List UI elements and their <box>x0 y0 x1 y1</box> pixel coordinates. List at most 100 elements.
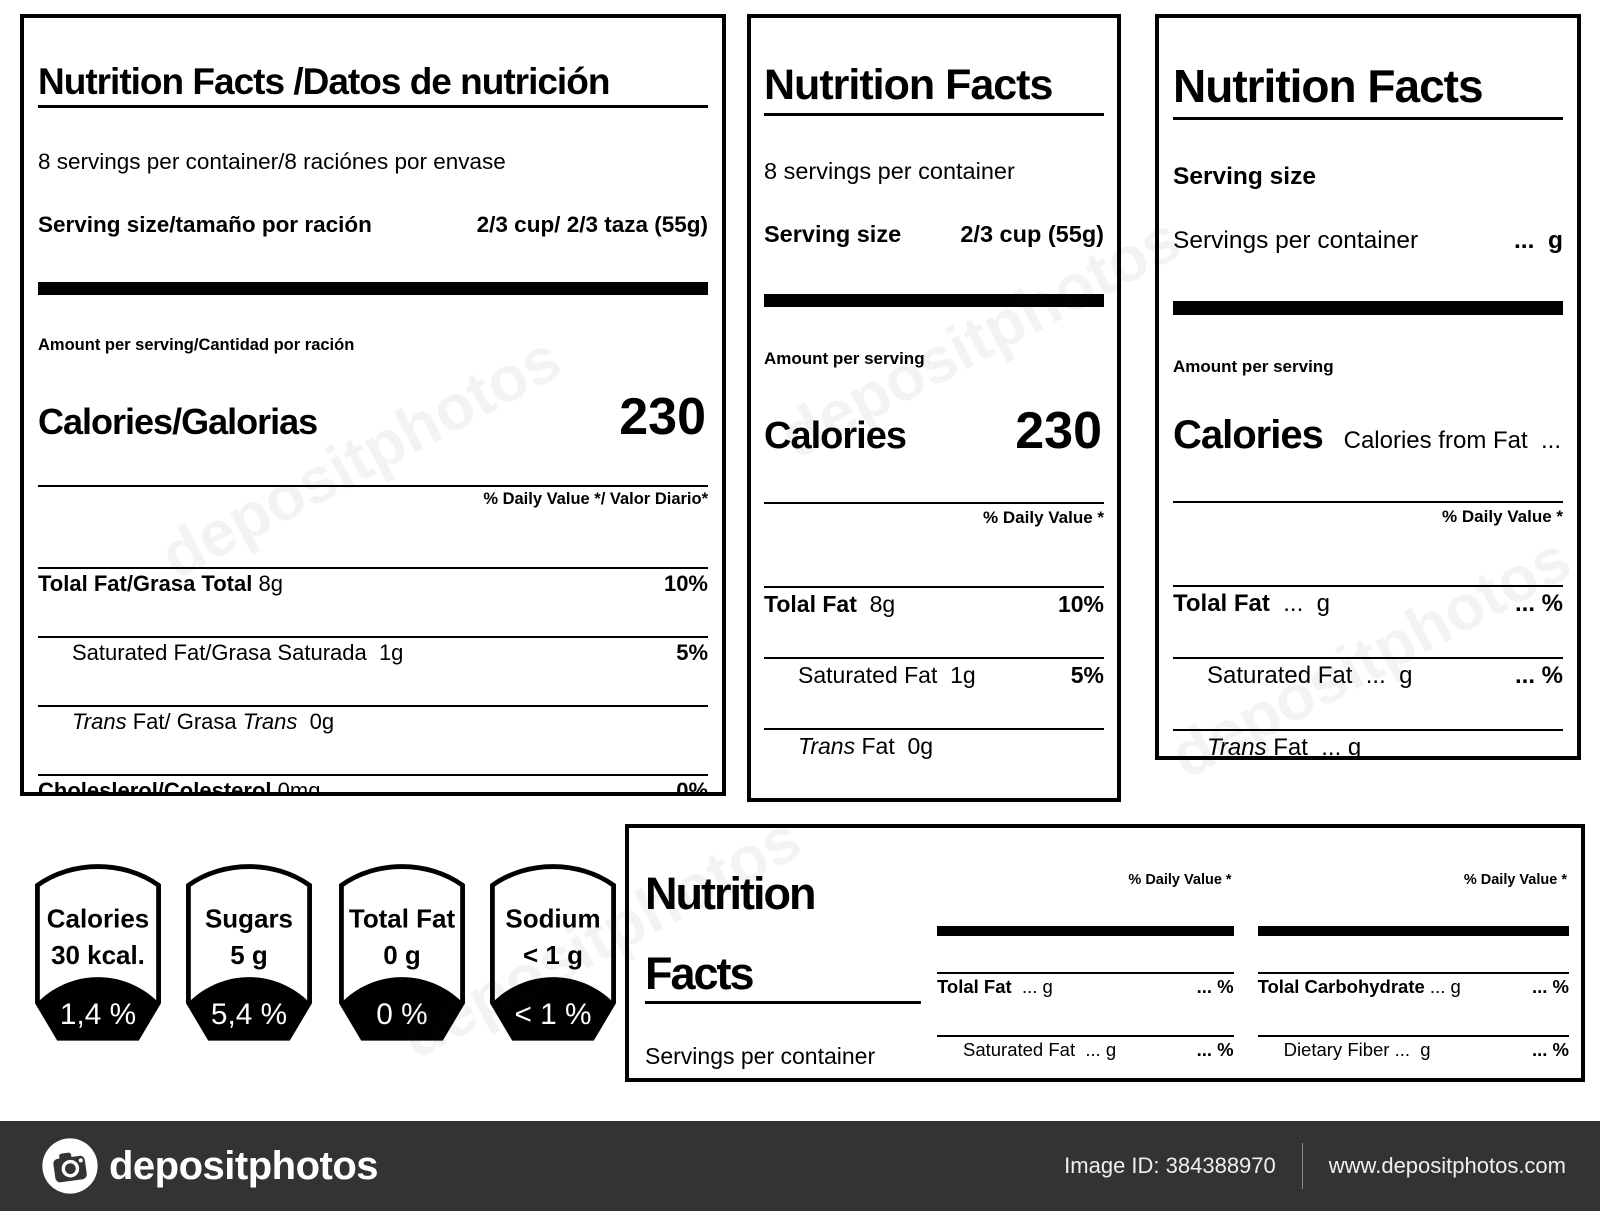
label-title: Nutrition Facts <box>764 62 1104 117</box>
nutrient-row: Saturated Fat ... g ... % <box>937 1035 1234 1062</box>
nutrient-name: Choleslerol/Colesterol 0mg <box>38 778 321 796</box>
serving-size-row: Serving size/tamaño por ración 2/3 cup/ … <box>38 212 708 240</box>
daily-value-header: % Daily Value * <box>764 502 1104 532</box>
nutrient-name: Trans Fat/ Grasa Trans 0g <box>72 709 335 735</box>
calories-from-fat: Calories from Fat ... <box>1343 426 1561 454</box>
badge-value: 0 g <box>383 940 421 970</box>
total-fat-badge: Total Fat 0 g 0 % <box>339 864 465 1041</box>
wide-label-right-section: % Daily Value * Tolal Fat ... g ... % Sat… <box>937 834 1569 1072</box>
nutrient-name: Tolal Fat ... g <box>937 975 1053 997</box>
serving-size-value: 2/3 cup/ 2/3 taza (55g) <box>476 211 708 237</box>
calories-label: Calories/Galorias <box>38 400 318 442</box>
brand-wordmark: depositphotos <box>109 1143 379 1188</box>
nutrient-percent: ... % <box>1196 1038 1234 1060</box>
divider-bar <box>937 926 1234 936</box>
template-nutrition-label: Nutrition Facts Serving size Servings pe… <box>1155 14 1581 760</box>
daily-value-header: % Daily Value * <box>1463 872 1567 888</box>
nutrient-percent: 10% <box>1057 591 1104 618</box>
amount-per-serving: Amount per serving <box>1173 356 1334 376</box>
divider-bar <box>1173 300 1563 315</box>
nutrient-percent: 10% <box>663 571 708 597</box>
divider-bar <box>764 294 1104 308</box>
calories-label: Calories <box>1173 412 1324 457</box>
servings-per-container: Servings per container <box>1173 226 1419 254</box>
calories-value: 230 <box>619 387 706 446</box>
wide-label-left-column: Nutrition Facts Servings per container S… <box>641 834 937 1072</box>
serving-size-label: Serving size <box>764 221 902 248</box>
nutrient-name: Trans Fat ... g <box>1207 733 1362 760</box>
badge-percent: 1,4 % <box>60 998 136 1031</box>
label-title: Nutrition Facts <box>1173 61 1563 120</box>
nutrient-name: Tolal Carbohydrate ... g <box>1257 975 1461 997</box>
grams-placeholder: ... g <box>1514 226 1563 254</box>
nutrient-percent: 0% <box>676 778 708 796</box>
servings-per-container: Servings per container <box>645 1043 876 1070</box>
servings-per-container: 8 servings per container <box>764 158 1015 185</box>
sugars-badge: Sugars 5 g 5,4 % <box>186 864 312 1041</box>
wide-nutrition-label: Nutrition Facts Servings per container S… <box>625 824 1585 1082</box>
image-id: Image ID: 384388970 <box>1064 1153 1276 1178</box>
sodium-badge: Sodium < 1 g < 1 % <box>490 864 616 1041</box>
serving-size-label: Serving size <box>1173 162 1316 190</box>
daily-value-header: % Daily Value * <box>1173 500 1563 531</box>
nutrient-name: Saturated Fat/Grasa Saturada 1g <box>72 640 404 666</box>
serving-size-label: Serving size/tamaño por ración <box>38 211 372 237</box>
depositphotos-brand: depositphotos <box>41 1137 379 1195</box>
serving-size-row: Serving size 2/3 cup (55g) <box>764 221 1104 251</box>
servings-row: Servings per container ... g <box>1173 227 1563 258</box>
nutrient-row: Tolal Fat/Grasa Total 8g 10% <box>38 566 708 600</box>
badge-label: Sodium <box>505 904 600 934</box>
calories-badge: Calories 30 kcal. 1,4 % <box>35 864 161 1041</box>
wide-label-right-column: % Daily Value * Tolal Carbohydrate ... g… <box>1257 836 1569 1078</box>
daily-value-header: % Daily Value * <box>1128 872 1232 888</box>
calories-row: Calories/Galorias 230 <box>38 391 708 449</box>
calories-label: Calories <box>764 415 907 458</box>
nutrient-row: Saturated Fat/Grasa Saturada 1g 5% <box>38 635 708 669</box>
badge-percent: 5,4 % <box>211 998 287 1031</box>
badge-value: < 1 g <box>523 940 583 970</box>
nutrient-name: Saturated Fat 1g <box>798 662 976 689</box>
wide-label-columns: % Daily Value * Tolal Fat ... g ... % Sat… <box>937 836 1569 1078</box>
standard-nutrition-label: Nutrition Facts 8 servings per container… <box>747 14 1121 802</box>
nutrient-name: Trans Fat 0g <box>798 733 934 760</box>
nutrient-percent: ... % <box>1514 661 1563 689</box>
divider-bar <box>38 281 708 295</box>
nutrient-row: Trans Fat ... g <box>1173 728 1563 760</box>
nutrient-percent: ... % <box>1531 975 1569 997</box>
nutrient-name: Saturated Fat ... g <box>963 1038 1117 1060</box>
footer-divider <box>1301 1143 1303 1189</box>
badge-percent: < 1 % <box>514 998 591 1031</box>
badge-label: Total Fat <box>349 904 456 934</box>
nutrient-name: Tolal Fat ... g <box>1173 589 1330 617</box>
calories-value: 230 <box>1015 402 1102 461</box>
nutrient-percent: ... % <box>1196 975 1234 997</box>
nutrient-percent: ... % <box>1514 589 1563 617</box>
calories-row: Calories Calories from Fat ... <box>1173 413 1563 465</box>
badge-label: Calories <box>47 904 149 934</box>
nutrient-row: Dietary Fiber ... g ... % <box>1257 1035 1569 1062</box>
wide-label-middle-column: % Daily Value * Tolal Fat ... g ... % Sat… <box>937 836 1234 1078</box>
label-title: Facts <box>645 951 921 1005</box>
nutrient-row: Tolal Carbohydrate ... g ... % <box>1257 972 1569 999</box>
nutrient-row: Tolal Fat ... g ... % <box>937 972 1234 999</box>
nutrient-row: Tolal Fat 8g 10% <box>764 586 1104 621</box>
nutrient-row: Tolal Fat ... g ... % <box>1173 584 1563 621</box>
divider-bar <box>1257 926 1569 936</box>
nutrient-name: Saturated Fat ... g <box>1207 661 1413 689</box>
badge-value: 30 kcal. <box>51 940 145 970</box>
nutrient-row: Saturated Fat ... g ... % <box>1173 656 1563 693</box>
serving-size-value: 2/3 cup (55g) <box>960 221 1104 248</box>
nutrient-percent: 5% <box>676 640 708 666</box>
amount-per-serving: Amount per serving <box>764 349 925 369</box>
nutrient-name: Tolal Fat 8g <box>764 591 896 618</box>
label-title: Nutrition <box>645 868 816 919</box>
nutrient-row: Trans Fat 0g <box>764 728 1104 763</box>
label-title: Nutrition Facts /Datos de nutrición <box>38 62 708 108</box>
website-url[interactable]: www.depositphotos.com <box>1328 1153 1566 1178</box>
bilingual-nutrition-label: Nutrition Facts /Datos de nutrición 8 se… <box>20 14 726 796</box>
badge-value: 5 g <box>230 940 268 970</box>
badge-percent: 0 % <box>376 998 427 1031</box>
nutrient-percent: ... % <box>1531 1038 1569 1060</box>
badge-label: Sugars <box>205 904 293 934</box>
